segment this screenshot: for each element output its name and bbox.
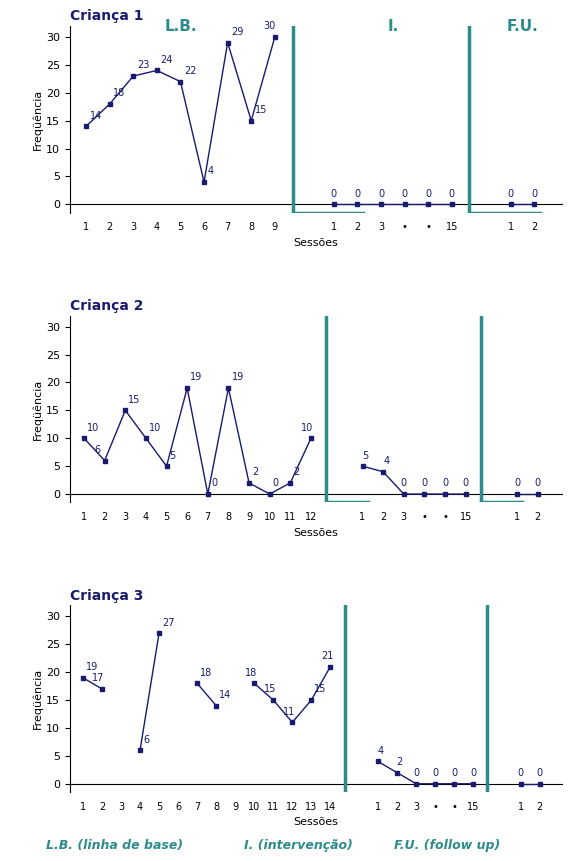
Text: 11: 11 <box>283 707 295 717</box>
Text: I. (intervenção): I. (intervenção) <box>244 839 353 852</box>
Text: 4: 4 <box>208 166 213 177</box>
Text: 0: 0 <box>401 189 408 199</box>
Text: 30: 30 <box>263 22 276 31</box>
Text: 0: 0 <box>354 189 360 199</box>
Text: 6: 6 <box>95 445 100 455</box>
X-axis label: Sessões: Sessões <box>293 817 339 827</box>
Text: Criança 3: Criança 3 <box>70 589 143 603</box>
Text: 15: 15 <box>128 395 141 405</box>
Text: 2: 2 <box>397 757 403 767</box>
Text: 23: 23 <box>137 60 149 71</box>
Text: 4: 4 <box>383 456 389 466</box>
Text: 10: 10 <box>300 423 313 433</box>
Text: 21: 21 <box>321 651 333 661</box>
Text: 0: 0 <box>536 768 543 778</box>
X-axis label: Sessões: Sessões <box>293 528 339 538</box>
Text: 5: 5 <box>169 450 176 461</box>
Text: 18: 18 <box>245 668 257 678</box>
Text: 14: 14 <box>219 690 231 700</box>
Text: 14: 14 <box>90 111 102 121</box>
Y-axis label: Freqüência: Freqüência <box>32 668 43 729</box>
Text: 0: 0 <box>442 479 448 488</box>
Text: 19: 19 <box>190 373 202 382</box>
Text: 17: 17 <box>92 673 105 684</box>
Text: 10: 10 <box>87 423 99 433</box>
Text: 22: 22 <box>184 66 197 76</box>
Text: 27: 27 <box>162 617 175 628</box>
Text: 0: 0 <box>463 479 469 488</box>
Y-axis label: Freqüência: Freqüência <box>32 89 43 150</box>
Text: 24: 24 <box>161 55 173 65</box>
Text: L.B. (linha de base): L.B. (linha de base) <box>46 839 183 852</box>
Text: 19: 19 <box>231 373 244 382</box>
Text: 0: 0 <box>401 479 407 488</box>
Text: 0: 0 <box>331 189 337 199</box>
Text: 0: 0 <box>451 768 457 778</box>
Text: Criança 2: Criança 2 <box>70 299 143 313</box>
Text: 4: 4 <box>378 746 384 756</box>
Text: F.U.: F.U. <box>506 19 538 34</box>
Text: 10: 10 <box>149 423 161 433</box>
Text: Criança 1: Criança 1 <box>70 9 143 23</box>
Text: 15: 15 <box>314 684 327 695</box>
Text: 0: 0 <box>211 479 217 488</box>
Text: 0: 0 <box>273 479 279 488</box>
Text: 15: 15 <box>255 105 267 115</box>
Text: 18: 18 <box>113 89 125 98</box>
Text: 0: 0 <box>421 479 427 488</box>
Text: 18: 18 <box>200 668 212 678</box>
Text: 6: 6 <box>143 734 149 745</box>
Text: 0: 0 <box>535 479 541 488</box>
Text: 15: 15 <box>264 684 276 695</box>
Text: 0: 0 <box>425 189 431 199</box>
Text: 29: 29 <box>231 27 244 37</box>
X-axis label: Sessões: Sessões <box>293 238 339 248</box>
Text: 0: 0 <box>432 768 438 778</box>
Text: 0: 0 <box>508 189 514 199</box>
Text: 5: 5 <box>362 450 369 461</box>
Text: I.: I. <box>387 19 398 34</box>
Text: 2: 2 <box>293 468 300 477</box>
Text: 0: 0 <box>470 768 476 778</box>
Text: 19: 19 <box>86 662 98 672</box>
Y-axis label: Freqüência: Freqüência <box>32 378 43 440</box>
Text: 0: 0 <box>531 189 537 199</box>
Text: F.U. (follow up): F.U. (follow up) <box>394 839 501 852</box>
Text: 0: 0 <box>449 189 455 199</box>
Text: 0: 0 <box>514 479 520 488</box>
Text: L.B.: L.B. <box>164 19 197 34</box>
Text: 0: 0 <box>518 768 524 778</box>
Text: 0: 0 <box>413 768 419 778</box>
Text: 0: 0 <box>378 189 384 199</box>
Text: 2: 2 <box>252 468 259 477</box>
